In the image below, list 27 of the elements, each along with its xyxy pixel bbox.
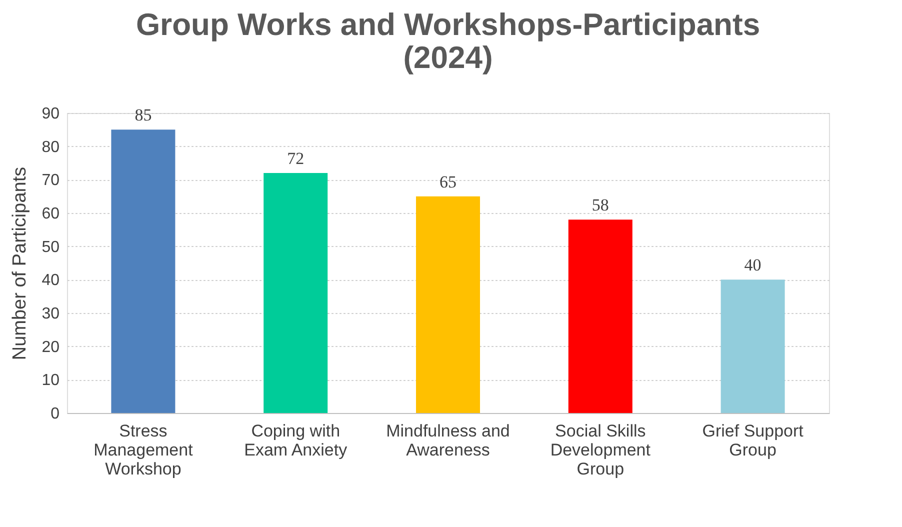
y-tick-label: 30 [42,306,60,322]
data-label: 72 [287,149,304,168]
x-tick-label: Social Skills Development Group [550,422,651,478]
data-label: 58 [592,196,609,215]
bar [416,196,480,413]
y-tick-label: 90 [42,106,60,122]
bar [111,130,176,413]
bar [720,280,785,413]
x-tick-label: Grief Support Group [702,422,804,460]
y-axis-title: Number of Participants [10,166,31,360]
data-label: 40 [744,256,762,275]
y-tick-label: 40 [42,272,60,290]
y-tick-label: 20 [42,338,60,356]
y-tick-label: 70 [42,172,60,190]
y-tick-label: 50 [42,238,60,256]
data-label: 65 [440,172,456,192]
bar [264,173,328,413]
bar [568,220,632,413]
y-tick-label: 60 [42,206,60,222]
y-tick-label: 80 [42,138,60,156]
data-label: 85 [134,106,152,125]
x-tick-label: Stress Management Workshop [94,422,194,478]
x-tick-label: Mindfulness and Awareness [386,422,510,460]
y-tick-label: 0 [50,406,60,422]
chart-title: Group Works and Workshops-Participants (2024) [136,7,760,75]
x-tick-label: Coping with Exam Anxiety [244,422,348,460]
y-tick-label: 10 [42,372,60,390]
